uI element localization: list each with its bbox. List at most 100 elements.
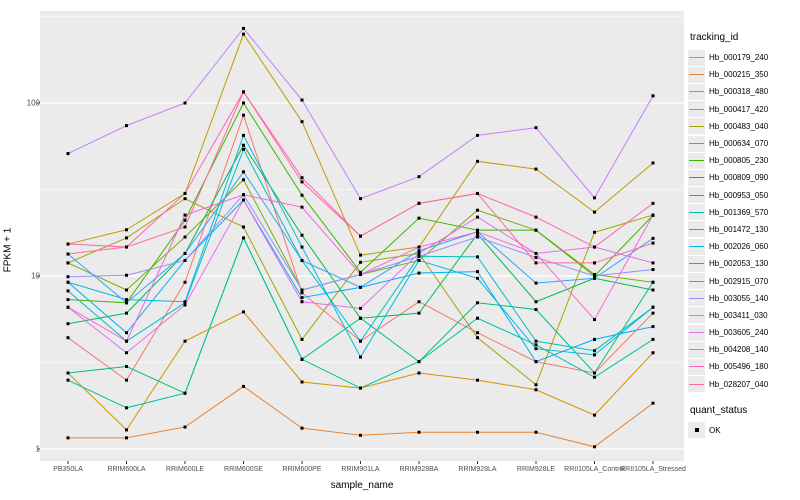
data-point-marker [125,273,128,277]
data-point-marker [125,301,128,305]
data-point-marker [534,339,538,343]
data-point-marker [183,339,187,343]
data-point-marker [242,90,245,94]
data-point-marker [593,349,596,353]
data-point-marker [476,159,479,163]
data-point-marker [66,261,70,265]
data-point-marker [242,26,245,30]
legend-item-Hb_000318_480: Hb_000318_480 [688,83,800,100]
data-point-marker [476,215,479,219]
data-point-marker [534,347,538,351]
legend-line-icon [689,297,704,299]
data-point-marker [66,242,70,246]
y-tick-label-100: 100 [26,98,40,108]
data-point-marker [651,241,655,245]
data-point-marker [300,233,304,237]
data-point-marker [593,274,596,278]
legend-item-Hb_000634_070: Hb_000634_070 [688,135,800,152]
data-point-marker [534,126,538,130]
data-point-marker [183,213,187,217]
legend-item-label: Hb_000805_230 [709,156,769,166]
legend-line-icon [689,160,704,162]
data-point-marker [534,383,538,387]
x-tick-label-RRIM600PE: RRIM600PE [282,466,322,473]
legend-key-swatch [688,238,705,255]
legend-item-label: Hb_003605_240 [709,328,769,338]
x-tick-label-RRIM600SE: RRIM600SE [224,466,263,473]
data-point-marker [183,280,187,284]
data-point-marker [242,147,245,151]
legend-items: Hb_000179_240 Hb_000215_350 Hb_000318_480 H… [688,49,800,393]
data-point-marker [593,210,596,214]
data-point-marker [125,378,128,382]
legend-key-swatch [688,83,705,100]
data-point-marker [593,196,596,200]
x-tick-label-RRIM928LA: RRIM928LA [458,466,497,473]
data-point-marker [593,371,596,375]
data-point-marker [651,401,655,405]
data-point-marker [651,261,655,265]
data-point-marker [359,253,362,257]
data-point-marker [417,258,421,262]
series-line-Hb_000318_480 [67,311,654,431]
legend-key-swatch [688,358,705,375]
legend-key-swatch [688,255,705,272]
quant-ok-key [688,422,705,439]
data-point-marker [359,339,362,343]
legend-line-icon [689,108,704,110]
legend-item-label: Hb_000809_090 [709,173,769,183]
legend-key-swatch [688,376,705,393]
data-point-marker [593,375,596,379]
data-point-marker [300,288,304,292]
data-point-marker [534,308,538,312]
legend-line-icon [689,383,704,385]
data-point-marker [476,331,479,335]
data-point-marker [125,124,128,128]
series-line-Hb_002026_060 [67,134,654,359]
legend-item-label: Hb_028207_040 [709,379,769,389]
data-point-marker [417,216,421,220]
legend-item-label: Hb_005496_180 [709,362,769,372]
legend-key-swatch [688,187,705,204]
data-point-marker [242,310,245,314]
data-point-marker [534,430,538,434]
legend-line-icon [689,366,704,368]
legend-key-swatch [688,324,705,341]
data-point-marker [476,378,479,382]
legend-item-Hb_000215_350: Hb_000215_350 [688,66,800,83]
data-point-marker [300,337,304,341]
legend-line-icon [689,228,704,230]
series-line-Hb_000417_420 [67,33,654,256]
legend-item-label: Hb_000318_480 [709,87,769,97]
legend-key-swatch [688,101,705,118]
data-point-marker [359,260,362,264]
legend-item-label: Hb_000953_050 [709,190,769,200]
data-point-marker [359,270,362,274]
data-point-marker [593,353,596,357]
legend-item-label: Hb_003055_140 [709,293,769,303]
data-point-marker [476,191,479,195]
data-point-marker [300,300,304,304]
legend-item-label: Hb_000634_070 [709,139,769,149]
legend-item-label: Hb_000483_040 [709,121,769,131]
x-tick-label-RRIM928LE: RRIM928LE [516,466,556,473]
data-point-marker [183,258,187,262]
legend-key-swatch [688,341,705,358]
y-axis-title: FPKM + 1 [2,227,14,273]
plot-panel [37,11,684,464]
data-point-marker [417,430,421,434]
legend-item-label: Hb_003411_030 [709,310,768,320]
data-point-marker [66,280,70,284]
legend-item-label: Hb_000417_420 [709,104,769,114]
legend-key-swatch [688,118,705,135]
data-point-marker [183,197,187,201]
legend-item-Hb_001369_570: Hb_001369_570 [688,204,800,221]
data-point-marker [183,101,187,105]
legend-item-Hb_000417_420: Hb_000417_420 [688,101,800,118]
data-point-marker [359,285,362,289]
data-point-marker [651,305,655,309]
data-point-marker [242,143,245,147]
legend-item-Hb_002026_060: Hb_002026_060 [688,238,800,255]
data-point-marker [300,296,304,300]
data-point-marker [66,298,70,302]
